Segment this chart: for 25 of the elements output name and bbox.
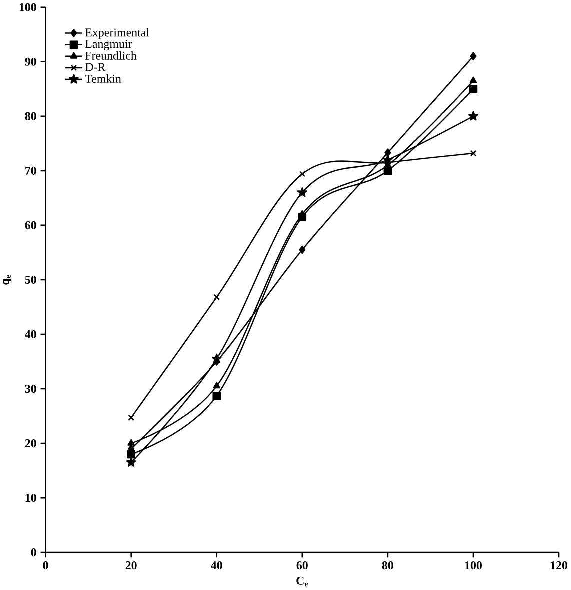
y-axis-title: q$_{e}$ [3,275,12,285]
y-tick-label: 80 [25,112,36,120]
y-tick-label: 20 [25,440,36,448]
x-tick-label: 80 [382,562,394,570]
legend-label: Experimental [85,28,150,40]
y-tick-label: 100 [20,3,36,12]
y-tick-label: 90 [25,58,36,66]
legend-label: Freundlich [85,52,137,60]
y-tick-label: 40 [24,330,36,339]
x-tick-label: 20 [126,562,137,570]
legend-label: Temkin [85,74,122,84]
legend-label: Langmuir [85,40,132,51]
x-tick-label: 100 [465,562,482,570]
y-tick-label: 0 [31,548,36,557]
y-tick-label: 60 [25,221,36,230]
y-tick-label: 10 [26,494,36,502]
x-axis-title: C$_{e}$ [296,576,308,587]
x-tick-label: 120 [550,562,568,570]
y-tick-label: 50 [25,276,36,284]
x-tick-label: 40 [210,562,222,570]
x-tick-label: 0 [43,562,48,570]
legend-label: D-R [85,63,106,72]
y-tick-label: 30 [25,384,36,394]
x-tick-label: 60 [296,562,308,570]
y-tick-label: 70 [25,166,36,175]
